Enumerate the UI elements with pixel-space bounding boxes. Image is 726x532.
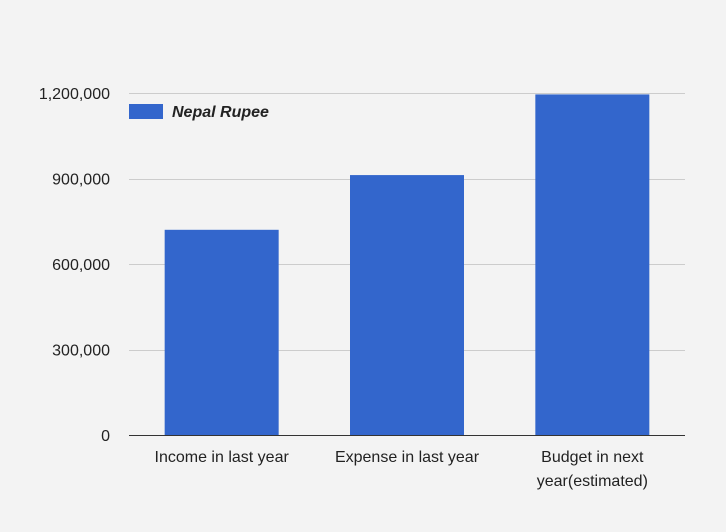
- x-axis-labels: Income in last year Expense in last year B…: [155, 449, 648, 490]
- y-tick-label-3: 900,000: [52, 172, 110, 189]
- y-axis-ticks: 0 300,000 600,000 900,000 1,200,000: [39, 86, 110, 445]
- bar-income-in-last-year: [164, 229, 279, 435]
- x-tick-label-2: Budget in next year(estimated): [537, 449, 648, 490]
- legend: Nepal Rupee: [129, 104, 269, 121]
- x-tick-label-line: year(estimated): [537, 473, 648, 490]
- x-tick-label-0: Income in last year: [155, 449, 290, 466]
- y-tick-label-2: 600,000: [52, 257, 110, 274]
- y-tick-label-1: 300,000: [52, 343, 110, 360]
- legend-label-nepal-rupee: Nepal Rupee: [172, 104, 269, 121]
- bar-expense-in-last-year: [350, 175, 464, 435]
- x-tick-label-1: Expense in last year: [335, 449, 480, 466]
- y-tick-label-4: 1,200,000: [39, 86, 110, 103]
- bar-budget-in-next-year-estimated: [535, 94, 650, 436]
- x-tick-label-line: Income in last year: [155, 449, 290, 466]
- x-tick-label-line: Budget in next: [541, 449, 644, 466]
- x-tick-label-line: Expense in last year: [335, 449, 480, 466]
- bars: [164, 94, 650, 436]
- legend-swatch-nepal-rupee: [129, 104, 163, 119]
- y-tick-label-0: 0: [101, 428, 110, 445]
